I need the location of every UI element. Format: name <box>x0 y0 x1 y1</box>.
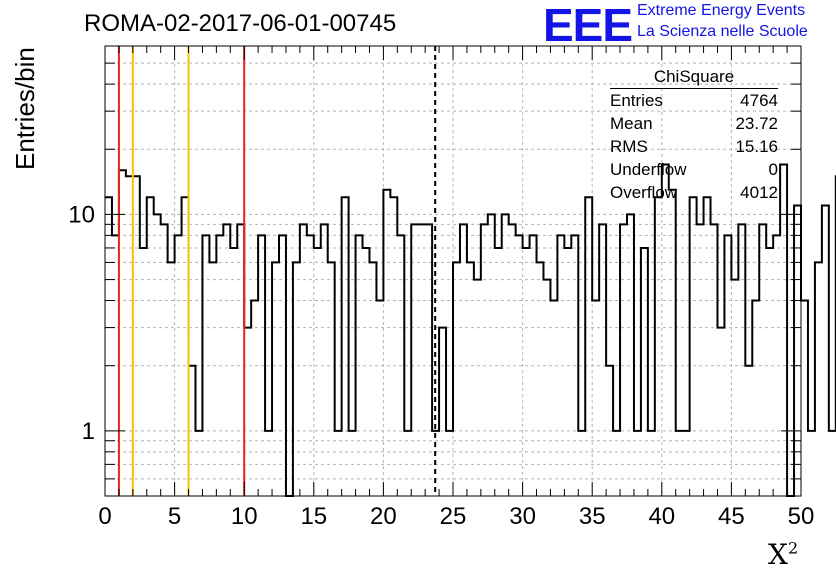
stats-label: Underflow <box>610 160 687 179</box>
stats-value: 0 <box>768 160 778 179</box>
logo-tagline-2: La Scienza nelle Scuole <box>637 23 808 40</box>
x-tick-label: 40 <box>648 503 675 530</box>
x-tick-label: 5 <box>168 503 181 530</box>
stats-label: Mean <box>610 114 653 133</box>
stats-row-entries: Entries 4764 <box>610 89 778 112</box>
stats-value: 4012 <box>740 183 778 202</box>
stats-label: Overflow <box>610 183 678 202</box>
x-tick-label: 30 <box>509 503 536 530</box>
chart-title: ROMA-02-2017-06-01-00745 <box>84 10 397 37</box>
x-tick-label: 20 <box>370 503 397 530</box>
stats-row-underflow: Underflow 0 <box>610 158 778 181</box>
stats-value: 23.72 <box>735 114 778 133</box>
x-tick-label: 0 <box>98 503 111 530</box>
x-axis-label-superscript: 2 <box>787 538 799 558</box>
stats-value: 15.16 <box>735 137 778 156</box>
x-axis-label: X2 <box>768 538 798 571</box>
x-axis-label-base: X <box>768 538 788 571</box>
eee-logo: EEE <box>543 0 633 51</box>
histogram-series <box>105 163 836 497</box>
x-tick-label: 25 <box>440 503 467 530</box>
stats-value: 4764 <box>740 91 778 110</box>
x-tick-label: 35 <box>579 503 606 530</box>
stats-label: RMS <box>610 137 648 156</box>
stats-row-rms: RMS 15.16 <box>610 135 778 158</box>
logo-tagline-1: Extreme Energy Events <box>637 2 806 19</box>
y-tick-label: 10 <box>68 201 95 228</box>
y-axis-label: Entries/bin <box>10 47 40 170</box>
stats-title: ChiSquare <box>610 66 778 89</box>
stats-row-overflow: Overflow 4012 <box>610 181 778 204</box>
x-tick-label: 15 <box>300 503 327 530</box>
x-tick-label: 45 <box>718 503 745 530</box>
x-tick-label: 50 <box>788 503 815 530</box>
stats-row-mean: Mean 23.72 <box>610 112 778 135</box>
y-tick-label: 1 <box>82 418 95 445</box>
stats-label: Entries <box>610 91 663 110</box>
stats-box: ChiSquare Entries 4764 Mean 23.72 RMS 15.16… <box>610 66 778 204</box>
x-tick-label: 10 <box>231 503 258 530</box>
